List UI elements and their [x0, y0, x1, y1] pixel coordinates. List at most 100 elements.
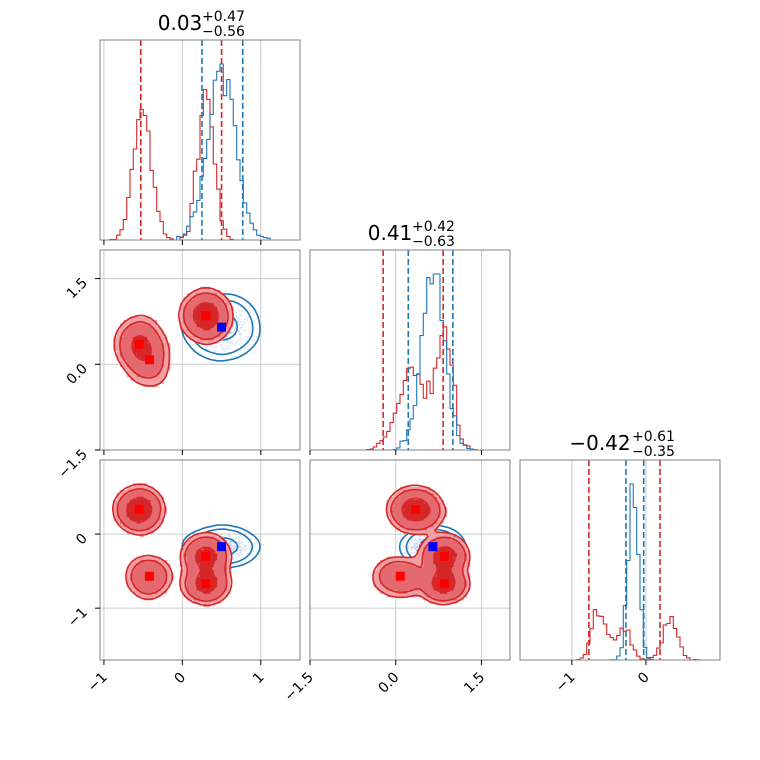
blue-sample [232, 543, 235, 545]
red-marker-3 [439, 579, 449, 589]
panel-title-plus: +0.61 [632, 429, 675, 445]
blue-sample [408, 542, 410, 544]
blue-sample [230, 544, 233, 546]
density-fill-2 [403, 500, 458, 594]
blue-sample [232, 327, 234, 330]
panel-content [520, 460, 720, 660]
blue-sample [234, 324, 236, 326]
blue-sample [232, 337, 235, 339]
blue-sample [232, 342, 234, 344]
blue-sample [239, 530, 241, 532]
blue-sample [238, 546, 241, 548]
blue-sample [419, 539, 421, 541]
x-tick-label-0: −1 [85, 670, 111, 696]
blue-sample [416, 543, 418, 546]
blue-sample [237, 341, 240, 343]
blue-sample [253, 352, 256, 354]
blue-sample [191, 356, 194, 358]
blue-sample [233, 538, 236, 540]
density-fill-2 [133, 303, 218, 361]
blue-sample [237, 330, 240, 333]
blue-sample [241, 537, 243, 540]
blue-sample [237, 553, 239, 555]
blue-sample [234, 548, 237, 550]
blue-sample [416, 540, 419, 543]
blue-sample [418, 537, 421, 540]
blue-sample [223, 341, 226, 344]
blue-sample [230, 332, 233, 335]
blue-sample [419, 535, 421, 538]
blue-sample [410, 549, 412, 551]
blue-sample [255, 540, 257, 543]
y-tick-label-0: −1 [65, 605, 91, 631]
blue-sample [227, 347, 229, 349]
red-marker-3 [201, 311, 211, 321]
blue-sample [224, 347, 226, 350]
blue-sample [248, 305, 251, 308]
blue-sample [243, 347, 246, 349]
blue-sample [242, 549, 245, 552]
blue-sample [205, 348, 208, 350]
blue-sample [222, 347, 224, 350]
blue-sample [221, 348, 223, 351]
blue-sample [211, 347, 214, 350]
blue-marker-0 [428, 542, 438, 552]
blue-sample [246, 526, 248, 528]
blue-sample [233, 359, 236, 361]
blue-sample [238, 319, 240, 321]
panel-frame [519, 459, 721, 661]
blue-histogram [520, 483, 720, 660]
blue-sample [235, 315, 237, 318]
blue-sample [239, 328, 241, 330]
blue-sample [262, 544, 265, 546]
blue-sample [237, 338, 240, 341]
blue-sample [253, 320, 255, 323]
panel-frame [309, 459, 511, 661]
blue-sample [234, 326, 237, 328]
blue-sample [233, 330, 235, 332]
blue-sample [242, 314, 244, 316]
blue-sample [198, 351, 200, 353]
blue-sample [253, 543, 255, 546]
blue-sample [215, 350, 218, 352]
blue-sample [402, 541, 405, 544]
blue-sample [410, 552, 413, 554]
blue-sample [410, 547, 413, 549]
blue-sample [209, 344, 211, 347]
panel-2-1: −1.5 0.0 1.5 [281, 459, 511, 705]
panel-2-2: −0.42 +0.61−0.35 −1 0 [519, 429, 721, 695]
blue-sample [243, 547, 246, 549]
blue-sample [255, 336, 257, 338]
blue-sample [417, 545, 419, 547]
blue-sample [240, 321, 242, 323]
blue-sample [415, 538, 417, 540]
blue-sample [228, 341, 231, 343]
blue-sample [242, 541, 244, 544]
blue-sample [236, 319, 238, 321]
contour-line-1 [378, 488, 467, 602]
panel-content [100, 250, 300, 450]
blue-sample [254, 542, 257, 545]
contour-line-2 [112, 483, 233, 607]
y-tick-label-2: 1.5 [64, 275, 91, 302]
panel-content [310, 250, 510, 450]
blue-sample [206, 346, 208, 348]
blue-sample [399, 538, 401, 540]
blue-sample [232, 549, 234, 552]
blue-sample [233, 553, 235, 555]
blue-sample [208, 361, 210, 363]
y-tick-label-1: 0 [73, 531, 91, 549]
blue-sample [408, 551, 410, 553]
blue-sample [224, 291, 227, 293]
panel-frame [99, 39, 301, 241]
blue-sample [249, 330, 251, 332]
blue-sample [419, 537, 422, 539]
red-marker-0 [134, 339, 144, 349]
panel-title-value: 0.41 [368, 221, 413, 245]
blue-sample [212, 344, 215, 346]
blue-histogram [100, 63, 300, 240]
panel-title-minus: −0.56 [202, 24, 245, 40]
blue-sample [237, 320, 240, 322]
blue-sample [237, 316, 239, 319]
blue-sample [239, 551, 241, 554]
